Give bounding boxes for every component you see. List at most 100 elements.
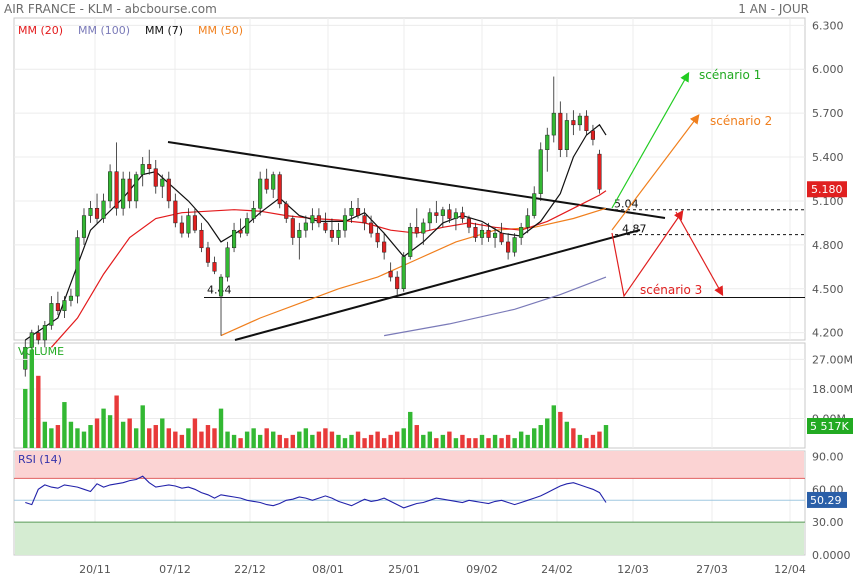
x-tick-label: 27/03 (696, 563, 728, 576)
candle-body (245, 218, 250, 234)
price-y-tick: 4.800 (812, 239, 844, 252)
legend-entry: MM (20) (18, 24, 63, 37)
volume-bar (277, 434, 282, 448)
candle-body (284, 203, 289, 219)
candle-body (121, 178, 126, 209)
legend-entry: MM (100) (78, 24, 130, 37)
triangle-upper-line (167, 141, 666, 219)
volume-bar (173, 431, 178, 448)
candle-body (473, 227, 478, 238)
candle-body (264, 178, 269, 190)
volume-bar (329, 431, 335, 448)
candle-body (55, 303, 60, 311)
level-label-4-87: 4.87 (622, 223, 647, 236)
candle-body (108, 171, 113, 202)
price-y-tick: 6.000 (812, 63, 844, 76)
volume-bar (447, 431, 452, 448)
candle-body (519, 227, 524, 238)
candle-body (42, 325, 47, 341)
candle-body (134, 174, 139, 202)
volume-bar (140, 405, 145, 448)
candle-body (179, 222, 184, 234)
volume-bar (49, 428, 54, 448)
candle-body (271, 174, 276, 190)
volume-bar (199, 431, 204, 448)
candle-body (577, 115, 582, 126)
volume-bar (571, 428, 576, 448)
candle-body (421, 222, 426, 234)
legend-entry: MM (7) (145, 24, 183, 37)
volume-bar (512, 438, 517, 448)
rsi-oversold-zone (15, 522, 804, 555)
candle-body (316, 215, 321, 224)
price-y-tick: 6.300 (812, 19, 844, 32)
candle-body (68, 295, 73, 301)
volume-bar (257, 434, 263, 448)
rsi-line (25, 475, 607, 509)
volume-bar (114, 395, 119, 448)
candle-body (499, 232, 504, 243)
candle-body (218, 276, 224, 297)
candle-body (303, 222, 308, 231)
scenario-3-label: scénario 3 (640, 283, 702, 297)
volume-bar (225, 431, 230, 448)
candle-body (75, 237, 80, 297)
candle-body (558, 112, 563, 150)
candle-body (153, 168, 158, 187)
volume-bar (460, 434, 465, 448)
candle-body (571, 120, 576, 126)
x-tick-label: 20/11 (79, 563, 111, 576)
rsi-overbought-zone (15, 451, 804, 479)
candle-body (564, 120, 569, 150)
scenario-2-arrow (611, 114, 700, 231)
candle-body (29, 332, 34, 348)
volume-bar (205, 425, 211, 448)
candle-body (160, 178, 165, 187)
rsi-y-tick: 30.00 (812, 516, 844, 529)
volume-bar (499, 438, 504, 448)
candle-body (297, 229, 302, 238)
candle-body (251, 208, 256, 219)
price-y-tick: 5.100 (812, 195, 844, 208)
candle-body (238, 229, 243, 234)
volume-bar (62, 402, 67, 448)
volume-bar (192, 418, 198, 448)
candle-body (355, 208, 361, 216)
candle-body (395, 276, 400, 290)
volume-bar (551, 405, 556, 448)
last-price-value: 5.180 (811, 183, 843, 196)
volume-bar (486, 438, 491, 448)
candle-body (408, 227, 413, 257)
volume-bar (388, 434, 393, 448)
chart-title: AIR FRANCE - KLM - abcbourse.com (4, 2, 217, 16)
candle-body (342, 215, 348, 231)
candle-body (414, 227, 419, 234)
candle-body (225, 247, 230, 278)
candle-body (388, 270, 393, 278)
price-y-tick: 5.700 (812, 107, 844, 120)
volume-title: VOLUME (18, 345, 64, 358)
candle-body (440, 209, 445, 216)
volume-bar (453, 438, 459, 448)
candle-body (94, 208, 100, 219)
mm7-line (24, 123, 607, 341)
chart-period: 1 AN - JOUR (738, 2, 809, 16)
volume-bar (186, 428, 191, 448)
volume-bar (518, 431, 524, 448)
last-rsi-value: 50.29 (810, 494, 842, 507)
candle-body (23, 347, 28, 370)
candle-body (479, 229, 485, 238)
volume-bar (505, 434, 511, 448)
volume-bar (408, 411, 413, 448)
candle-body (49, 303, 54, 326)
candle-body (453, 212, 458, 219)
candle-body (232, 229, 237, 249)
volume-bar (88, 425, 93, 448)
x-tick-label: 07/12 (159, 563, 191, 576)
triangle-lower-line (234, 229, 641, 341)
candle-body (192, 215, 197, 231)
mm20-line (50, 190, 607, 348)
volume-bar (23, 388, 28, 448)
candle-body (382, 241, 387, 253)
candle-body (466, 218, 472, 228)
